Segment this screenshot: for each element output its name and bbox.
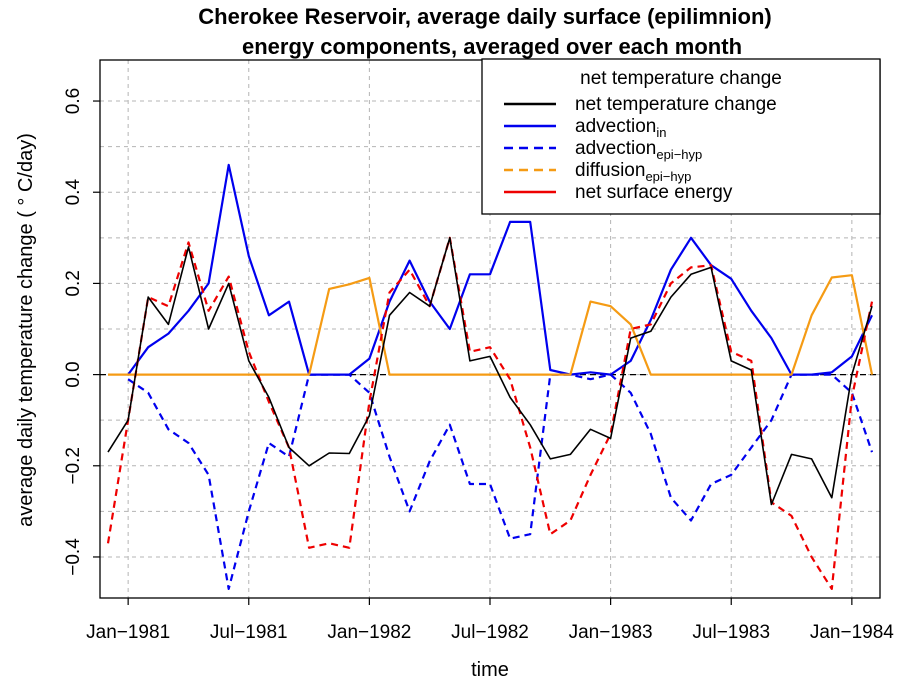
y-axis-label: average daily temperature change ( ° C/d… bbox=[15, 133, 37, 527]
x-tick-label: Jan−1984 bbox=[810, 622, 894, 643]
y-axis: −0.4 −0.2 0.0 0.2 0.4 0.6 bbox=[63, 88, 100, 576]
x-axis: Jan−1981 Jul−1981 Jan−1982 Jul−1982 Jan−1983… bbox=[86, 598, 894, 643]
series-line-net-surface-energy bbox=[106, 236, 874, 591]
chart-title-line-1: Cherokee Reservoir, average daily surfac… bbox=[198, 4, 771, 29]
legend-label: net surface energy bbox=[575, 182, 733, 203]
y-tick-label: −0.4 bbox=[63, 538, 84, 576]
legend-label-subscript: epi−hyp bbox=[656, 147, 702, 162]
chart-title-line-2: energy components, averaged over each mo… bbox=[242, 34, 742, 59]
legend-label-subscript: epi−hyp bbox=[645, 169, 691, 184]
y-tick-label: 0.6 bbox=[63, 88, 84, 114]
series-line-diffusion-epi-hyp bbox=[108, 274, 874, 376]
legend-label: diffusionepi−hyp bbox=[575, 160, 691, 184]
y-tick-label: 0.4 bbox=[63, 179, 84, 206]
legend-label: net temperature change bbox=[575, 94, 777, 115]
x-axis-label: time bbox=[471, 659, 509, 681]
y-tick-label: −0.2 bbox=[63, 447, 84, 485]
series-line-advection-in bbox=[127, 163, 873, 376]
series-group bbox=[106, 163, 874, 591]
x-tick-label: Jul−1981 bbox=[210, 622, 288, 643]
legend-label: advectionepi−hyp bbox=[575, 138, 702, 162]
legend-title: net temperature change bbox=[580, 68, 782, 89]
legend-label: advectionin bbox=[575, 116, 666, 140]
legend-label-subscript: in bbox=[656, 125, 666, 140]
legend: net temperature change net temperature c… bbox=[481, 58, 881, 215]
y-tick-label: 0.0 bbox=[63, 361, 84, 387]
x-tick-label: Jul−1983 bbox=[692, 622, 770, 643]
y-tick-label: 0.2 bbox=[63, 270, 84, 296]
legend-entries: net temperature changeadvectioninadvecti… bbox=[504, 94, 777, 203]
legend-box bbox=[481, 58, 881, 215]
x-tick-label: Jul−1982 bbox=[451, 622, 529, 643]
x-tick-label: Jan−1982 bbox=[327, 622, 411, 643]
x-tick-label: Jan−1981 bbox=[86, 622, 170, 643]
series-line-net-temperature-change bbox=[107, 237, 873, 506]
x-tick-label: Jan−1983 bbox=[569, 622, 653, 643]
series-line-advection-epi-hyp bbox=[127, 373, 874, 591]
